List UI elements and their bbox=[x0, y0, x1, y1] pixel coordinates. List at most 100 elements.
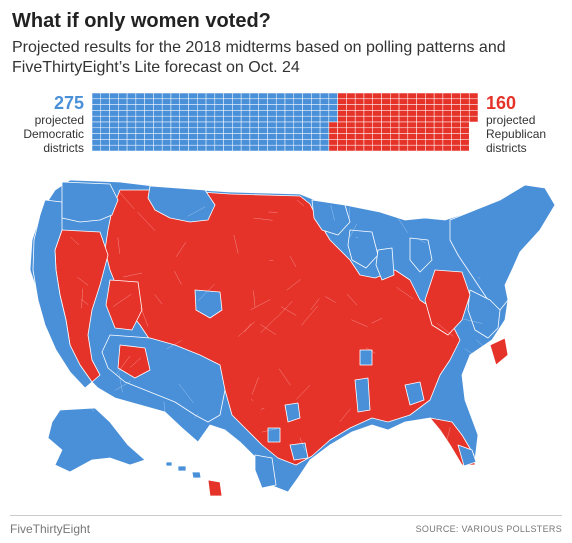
dem-seat-cell bbox=[109, 121, 119, 129]
rep-seat-cell bbox=[451, 98, 461, 105]
rep-count: 160 bbox=[486, 93, 517, 113]
rep-seat-cell bbox=[416, 93, 426, 100]
dem-seat-cell bbox=[267, 133, 277, 140]
blue-wisconsin bbox=[347, 229, 379, 269]
rep-seat-cell bbox=[372, 121, 382, 129]
rep-seat-cell bbox=[372, 144, 382, 151]
dem-seat-cell bbox=[205, 121, 216, 129]
rep-seat-cell bbox=[468, 93, 478, 100]
rep-seat-cell bbox=[354, 98, 365, 105]
dem-seat-cell bbox=[135, 121, 145, 129]
dem-seat-cell bbox=[311, 115, 321, 123]
dem-seat-cell bbox=[205, 110, 216, 117]
rep-seat-cell bbox=[433, 133, 444, 140]
dem-seat-cell bbox=[170, 115, 180, 123]
rep-tally: 160 projected Republican districts bbox=[486, 93, 572, 155]
rep-seat-cell bbox=[416, 104, 426, 111]
dem-seat-cell bbox=[275, 110, 286, 117]
dem-seat-cell bbox=[161, 121, 172, 129]
dem-seat-cell bbox=[161, 115, 172, 123]
rep-seat-cell bbox=[390, 133, 400, 140]
dem-seat-cell bbox=[223, 115, 233, 123]
dem-seat-cell bbox=[92, 98, 102, 105]
dem-seat-cell bbox=[311, 104, 321, 111]
dem-seat-cell bbox=[188, 104, 198, 111]
dem-seat-cell bbox=[170, 144, 180, 151]
blue-dallas bbox=[284, 402, 301, 423]
dem-seat-cell bbox=[319, 93, 330, 100]
dem-seat-cell bbox=[328, 115, 338, 123]
rep-seat-cell bbox=[363, 139, 373, 146]
rep-seat-cell bbox=[451, 110, 461, 117]
rep-seat-cell bbox=[468, 110, 478, 117]
rep-seat-cell bbox=[407, 93, 417, 100]
dem-seat-cell bbox=[92, 133, 102, 140]
rep-seat-cell bbox=[346, 110, 356, 117]
rep-seat-cell bbox=[390, 127, 400, 134]
dem-seat-cell bbox=[232, 93, 242, 100]
blue-memphis bbox=[359, 349, 373, 366]
dem-seat-cell bbox=[92, 104, 102, 111]
dem-seat-cell bbox=[188, 127, 198, 134]
dem-seat-cell bbox=[293, 144, 303, 151]
rep-seat-cell bbox=[346, 139, 356, 146]
dem-seat-cell bbox=[126, 93, 137, 100]
dem-seat-cell bbox=[302, 121, 312, 129]
red-utah bbox=[105, 279, 143, 331]
dem-seat-cell bbox=[126, 115, 137, 123]
rep-seat-cell bbox=[363, 110, 373, 117]
dem-seat-cell bbox=[153, 127, 163, 134]
dem-seat-cell bbox=[214, 93, 224, 100]
rep-seat-cell bbox=[372, 110, 382, 117]
dem-label-line1: projected bbox=[34, 113, 84, 127]
rep-seat-cell bbox=[390, 110, 400, 117]
dem-seat-cell bbox=[188, 139, 198, 146]
dem-seat-cell bbox=[267, 121, 277, 129]
rep-seat-cell bbox=[337, 144, 347, 151]
dem-seat-cell bbox=[319, 127, 330, 134]
dem-seat-cell bbox=[170, 133, 180, 140]
dem-seat-cell bbox=[153, 144, 163, 151]
rep-seat-cell bbox=[433, 139, 444, 146]
dem-seat-cell bbox=[92, 93, 102, 100]
dem-seat-cell bbox=[135, 110, 145, 117]
rep-seat-cell bbox=[451, 127, 461, 134]
dem-seat-cell bbox=[135, 144, 145, 151]
dem-seat-cell bbox=[135, 115, 145, 123]
rep-seat-cell bbox=[354, 104, 365, 111]
rep-seat-cell bbox=[381, 115, 391, 123]
dem-seat-cell bbox=[311, 127, 321, 134]
rep-seat-cell bbox=[346, 127, 356, 134]
rep-seat-cell bbox=[425, 115, 435, 123]
dem-seat-cell bbox=[109, 104, 119, 111]
blue-northwest bbox=[61, 181, 119, 223]
dem-seat-cell bbox=[240, 121, 251, 129]
dem-seat-cell bbox=[109, 98, 119, 105]
rep-seat-cell bbox=[442, 115, 452, 123]
source-credit: SOURCE: VARIOUS POLLSTERS bbox=[415, 524, 562, 534]
rep-seat-cell bbox=[416, 98, 426, 105]
dem-seat-cell bbox=[109, 139, 119, 146]
dem-seat-cell bbox=[293, 98, 303, 105]
rep-seat-cell bbox=[398, 144, 409, 151]
rep-seat-cell bbox=[433, 93, 444, 100]
rep-seat-cell bbox=[451, 104, 461, 111]
dem-seat-cell bbox=[144, 93, 154, 100]
rep-seat-cell bbox=[460, 127, 470, 134]
rep-seat-cell bbox=[337, 110, 347, 117]
dem-seat-cell bbox=[205, 104, 216, 111]
dem-seat-cell bbox=[118, 110, 128, 117]
dem-seat-cell bbox=[161, 127, 172, 134]
rep-seat-cell bbox=[468, 104, 478, 111]
dem-seat-cell bbox=[240, 98, 251, 105]
rep-seat-cell bbox=[337, 133, 347, 140]
dem-seat-cell bbox=[311, 93, 321, 100]
dem-seat-cell bbox=[223, 93, 233, 100]
dem-seat-cell bbox=[100, 133, 110, 140]
dem-seat-cell bbox=[249, 93, 259, 100]
dem-seat-cell bbox=[275, 139, 286, 146]
dem-seat-cell bbox=[188, 93, 198, 100]
dem-seat-cell bbox=[153, 115, 163, 123]
dem-seat-cell bbox=[135, 98, 145, 105]
rep-seat-cell bbox=[442, 127, 452, 134]
